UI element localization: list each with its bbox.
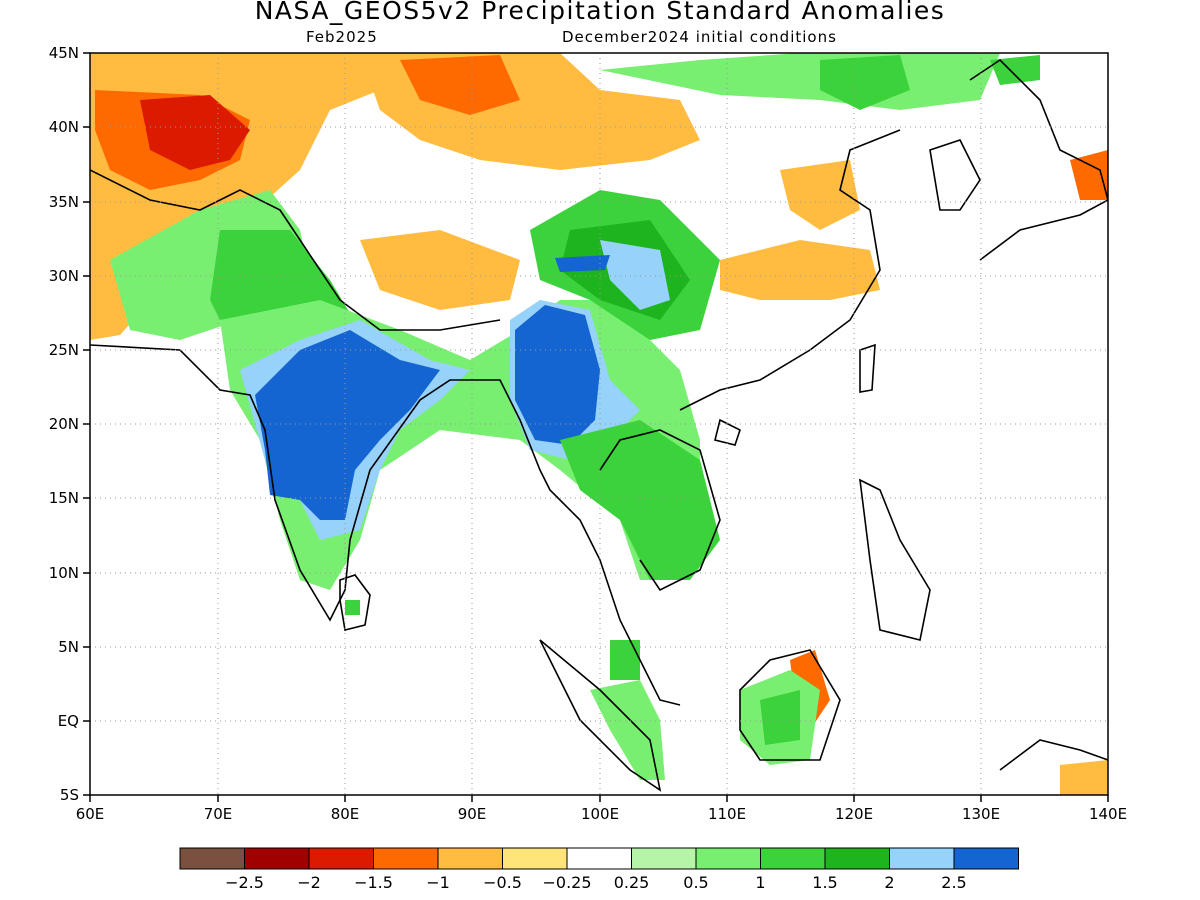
- x-tick-label: 120E: [835, 805, 873, 823]
- colorbar-swatch: [824, 847, 890, 870]
- dry-east-china: [720, 240, 880, 300]
- colorbar-label: 0.5: [683, 873, 708, 892]
- y-tick-label: 5N: [58, 638, 79, 656]
- x-tick-label: 90E: [458, 805, 487, 823]
- wet-india-blue: [255, 330, 440, 520]
- colorbar-swatch: [437, 847, 503, 870]
- y-tick-label: 45N: [49, 44, 79, 62]
- x-tick-label: 60E: [76, 805, 105, 823]
- colorbar: −2.5 −2 −1.5 −1 −0.5 −0.25 0.25 0.5 1 1.5 2 2.5: [179, 847, 1019, 892]
- x-axis-labels: 60E 70E 80E 90E 100E 110E 120E 130E 140E: [76, 805, 1127, 823]
- dry-core-1: [140, 95, 250, 170]
- wet-borneo-core: [760, 690, 800, 745]
- colorbar-swatch: [308, 847, 374, 870]
- x-tick-label: 130E: [962, 805, 1000, 823]
- colorbar-swatch: [502, 847, 568, 870]
- x-tick-label: 70E: [204, 805, 233, 823]
- x-tick-label: 140E: [1089, 805, 1127, 823]
- colorbar-swatch: [373, 847, 439, 870]
- colorbar-label: 1: [755, 873, 765, 892]
- x-tick-label: 80E: [331, 805, 360, 823]
- wet-tibet-blue: [555, 255, 610, 272]
- colorbar-swatch: [695, 847, 761, 870]
- wet-mongolia-east: [990, 55, 1040, 85]
- forecast-month: Feb2025: [306, 28, 378, 46]
- colorbar-label: −2: [297, 873, 321, 892]
- tick-marks: [83, 52, 1109, 802]
- colorbar-label: −0.25: [542, 873, 591, 892]
- y-tick-label: 20N: [49, 415, 79, 433]
- coastlines: [90, 58, 1108, 792]
- colorbar-swatch: [889, 847, 955, 870]
- colorbar-swatch: [179, 847, 245, 870]
- y-tick-label: EQ: [58, 712, 79, 730]
- colorbar-label: 2: [884, 873, 894, 892]
- colorbar-label: 2.5: [941, 873, 966, 892]
- y-tick-label: 30N: [49, 267, 79, 285]
- grid: [90, 53, 1108, 795]
- wet-indochina: [560, 420, 720, 580]
- dry-newguinea: [1060, 760, 1108, 795]
- wet-srilanka: [345, 600, 360, 615]
- wet-myanmar-blue: [515, 305, 600, 445]
- dry-tibet: [360, 230, 520, 310]
- dry-northeast: [1070, 150, 1108, 200]
- dry-north-china: [780, 160, 860, 230]
- y-tick-label: 10N: [49, 564, 79, 582]
- wet-mongolia: [820, 55, 910, 110]
- colorbar-label: −1: [426, 873, 450, 892]
- x-tick-label: 100E: [581, 805, 619, 823]
- colorbar-swatch: [760, 847, 826, 870]
- y-tick-label: 35N: [49, 193, 79, 211]
- wet-sumatra: [590, 680, 665, 780]
- colorbar-swatch: [566, 847, 632, 870]
- y-tick-label: 15N: [49, 489, 79, 507]
- wet-tibet-lightblue: [600, 240, 670, 310]
- colorbar-label: −2.5: [225, 873, 264, 892]
- y-axis-labels: 5S EQ 5N 10N 15N 20N 25N 30N 35N 40N 45N: [49, 44, 79, 804]
- dry-core-2: [400, 55, 520, 115]
- x-tick-label: 110E: [708, 805, 746, 823]
- y-tick-label: 25N: [49, 341, 79, 359]
- colorbar-swatch: [953, 847, 1019, 870]
- colorbar-swatch: [244, 847, 310, 870]
- y-tick-label: 5S: [60, 786, 79, 804]
- colorbar-label: 0.25: [614, 873, 650, 892]
- colorbar-label: 1.5: [812, 873, 837, 892]
- anomaly-fields: [90, 53, 1108, 795]
- initial-conditions: December2024 initial conditions: [562, 28, 837, 46]
- chart-title: NASA_GEOS5v2 Precipitation Standard Anom…: [254, 0, 946, 25]
- wet-malaysia: [610, 640, 640, 680]
- colorbar-swatch: [631, 847, 697, 870]
- colorbar-label: −1.5: [354, 873, 393, 892]
- y-tick-label: 40N: [49, 118, 79, 136]
- colorbar-label: −0.5: [483, 873, 522, 892]
